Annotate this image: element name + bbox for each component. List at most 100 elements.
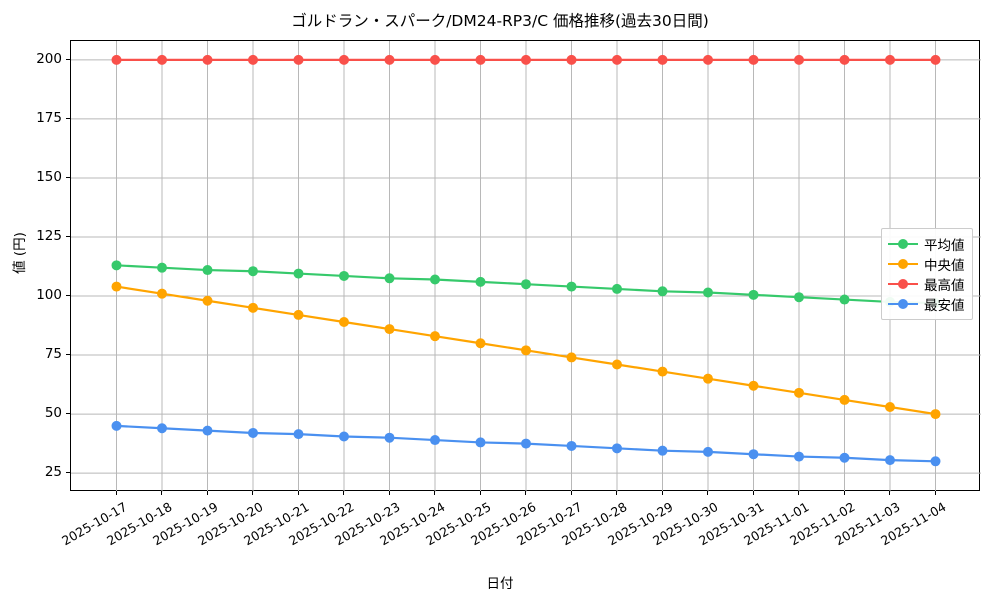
y-tick-mark [66,117,70,119]
data-point-marker [521,279,531,290]
y-tick-label: 125 [36,227,62,244]
data-point-marker [339,316,349,327]
data-point-marker [703,54,713,65]
data-point-marker [202,265,213,276]
legend-swatch-icon [888,257,918,271]
data-point-marker [475,338,486,349]
data-point-marker [794,292,804,303]
data-point-marker [748,289,759,300]
legend-item-平均値[interactable]: 平均値 [888,234,965,254]
plot-area [70,40,981,492]
series-中央値 [111,281,941,420]
data-point-marker [748,449,759,460]
x-tick-mark [661,491,663,495]
x-tick-mark [161,491,162,495]
x-tick-mark [752,491,754,495]
legend-label: 平均値 [924,238,965,254]
legend-swatch-icon [888,237,918,251]
x-tick-mark [525,491,526,495]
y-tick-label: 25 [44,464,62,481]
legend-label: 最高値 [924,278,965,294]
data-point-marker [794,387,804,398]
y-axis-tick-marks [62,40,70,491]
data-point-marker [202,295,213,306]
data-point-marker [248,54,258,65]
legend-item-最安値[interactable]: 最安値 [888,294,965,314]
data-point-marker [612,359,622,370]
legend-swatch-icon [888,297,918,311]
data-point-marker [612,54,622,65]
data-point-marker [566,281,577,292]
x-tick-mark [479,491,481,495]
x-tick-mark [707,491,708,495]
x-tick-mark [843,491,845,495]
y-tick-mark [66,176,70,178]
x-tick-mark [616,491,617,495]
data-point-marker [839,394,850,405]
data-point-marker [839,54,850,65]
y-axis-tick-labels: 25 50 75 100 125 150 175 200 [12,40,62,491]
x-axis-label: 日付 [486,576,514,592]
data-point-marker [566,352,577,363]
legend-label: 最安値 [924,298,965,314]
x-tick-mark [570,491,572,495]
data-point-marker [384,54,395,65]
data-point-marker [612,443,622,454]
data-point-marker [202,54,213,65]
data-point-marker [293,268,304,279]
data-point-marker [339,54,349,65]
data-point-marker [293,429,304,440]
y-tick-mark [66,58,70,60]
data-point-marker [248,266,258,277]
x-tick-mark [388,491,390,495]
data-point-marker [384,324,395,335]
data-point-marker [248,427,258,438]
data-point-marker [430,435,440,446]
legend-swatch-icon [888,277,918,291]
x-tick-mark [115,491,117,495]
data-point-marker [111,420,122,431]
chart-title: ゴルドラン・スパーク/DM24-RP3/C 価格推移(過去30日間) [291,12,709,30]
data-point-marker [157,423,167,434]
data-point-marker [111,54,122,65]
legend-item-最高値[interactable]: 最高値 [888,274,965,294]
data-point-marker [930,54,941,65]
data-point-marker [475,54,486,65]
data-point-marker [657,366,668,377]
y-tick-label: 200 [36,50,62,67]
y-tick-mark [66,354,70,356]
legend-item-中央値[interactable]: 中央値 [888,254,965,274]
y-tick-label: 50 [44,405,62,422]
data-point-marker [885,401,895,412]
data-point-marker [475,437,486,448]
data-point-marker [612,283,622,294]
data-point-marker [384,273,395,284]
y-tick-label: 150 [36,168,62,185]
x-tick-mark [889,491,890,495]
x-axis-tick-labels: 2025-10-17 2025-10-18 2025-10-19 2025-10-20… [59,491,980,571]
data-point-marker [157,54,167,65]
data-point-marker [521,54,531,65]
x-tick-mark [252,491,253,495]
chart-legend[interactable]: 平均値 中央値最高値最安値 [881,228,973,320]
series-平均値 [111,260,941,309]
x-tick-mark [434,491,435,495]
data-point-marker [748,380,759,391]
data-point-marker [475,276,486,287]
data-point-marker [885,455,895,466]
data-point-marker [157,262,167,273]
data-point-marker [339,431,349,442]
data-point-marker [885,54,895,65]
data-point-marker [202,425,213,436]
y-tick-label: 75 [44,346,62,363]
x-tick-mark [206,491,208,495]
y-tick-label: 175 [36,109,62,126]
data-point-marker [248,302,258,313]
data-point-marker [703,287,713,298]
data-point-marker [703,446,713,457]
x-tick-mark [297,491,299,495]
data-point-marker [521,345,531,356]
x-tick-mark [934,491,936,495]
series-最安値 [111,420,941,467]
